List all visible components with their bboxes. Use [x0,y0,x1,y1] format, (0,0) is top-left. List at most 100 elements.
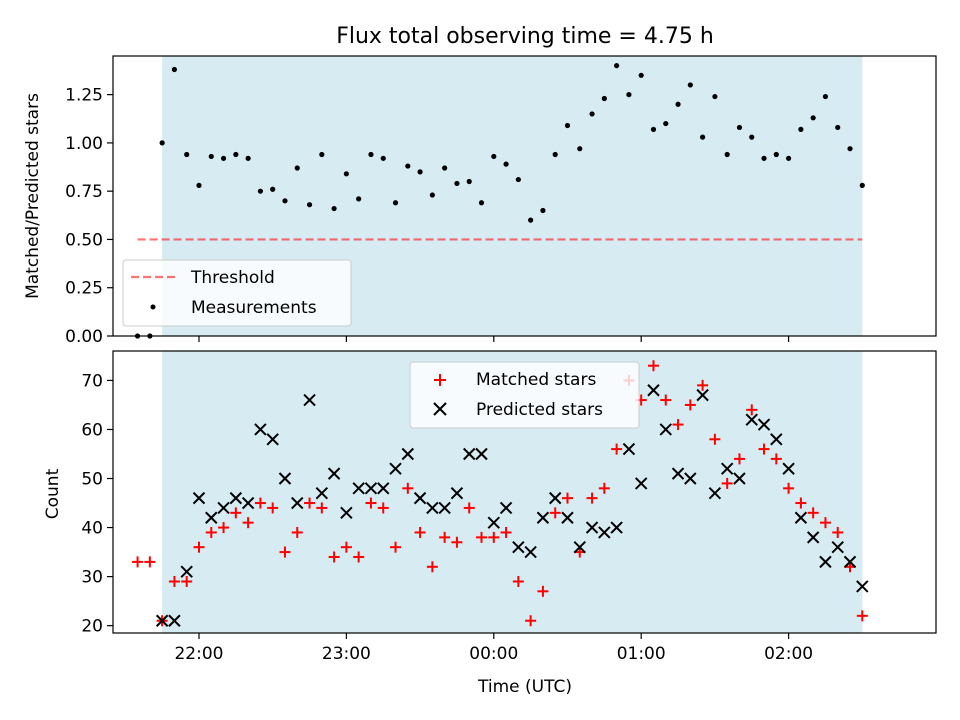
marker-stroke [696,388,709,402]
matched-star-marker [647,360,659,372]
marker-stroke [770,433,783,446]
marker-stroke [549,491,562,505]
matched-star-marker [181,576,193,588]
predicted-legend-swatch [433,402,447,416]
predicted-star-marker [782,462,795,475]
marker-stroke [291,496,304,510]
matched-star-marker [709,433,721,445]
predicted-star-marker [499,501,513,515]
matched-star-marker [488,531,500,543]
ratio-panel: 0.00 0.25 0.50 0.75 1.00 1.25 Matched/Predict… [23,55,937,347]
predicted-star-marker [413,491,427,505]
predicted-star-marker [377,482,390,495]
predicted-star-marker [524,545,537,559]
marker-stroke [389,462,402,475]
marker-stroke [438,501,451,515]
measurement-point [491,153,497,160]
predicted-legend-label: Predicted stars [476,400,603,420]
matched-star-marker [316,502,328,514]
measurement-point [503,161,509,167]
marker-stroke [278,472,292,485]
measurement-point [564,122,571,129]
predicted-star-marker [536,511,550,524]
measurement-point [257,188,264,194]
top-axes-frame [112,55,937,337]
matched-star-marker [132,556,144,568]
predicted-star-marker [364,482,378,495]
matched-star-marker [500,526,512,538]
predicted-star-marker [192,491,206,505]
measurement-point [220,155,227,161]
predicted-star-marker [757,418,771,431]
top-y-axis-label: Matched/Predicted stars [23,93,43,299]
measurement-point [368,151,374,158]
predicted-star-marker [745,413,758,426]
marker-stroke [598,526,611,539]
predicted-star-marker [684,472,697,485]
marker-stroke [327,467,341,480]
marker-stroke [757,418,771,431]
measurement-point [712,93,718,100]
top-legend: Threshold Measurements [122,259,352,327]
x-tick-label: 00:00 [469,644,518,664]
predicted-star-marker [303,393,316,407]
marker-stroke [733,472,746,485]
top-x-axis [198,336,790,342]
marker-stroke [315,487,329,500]
measurement-point [417,169,423,175]
predicted-star-marker [450,487,464,500]
matched-star-marker [144,556,156,568]
predicted-star-marker [856,580,869,593]
measurement-point [724,151,730,158]
measurement-points [134,63,865,339]
matched-star-marker [451,536,463,548]
predicted-star-marker [401,447,415,461]
predicted-star-marker [327,467,341,480]
measurement-point [171,66,178,73]
y-tick-label: 30 [81,568,103,588]
predicted-star-marker [671,467,685,480]
matched-star-marker [819,517,831,529]
predicted-star-marker [278,472,292,485]
matched-star-marker [586,492,598,504]
predicted-star-marker [352,482,365,495]
matched-star-marker [218,522,230,534]
predicted-star-marker [266,433,279,446]
predicted-star-marker [155,614,169,627]
measurement-point [454,180,460,187]
measurement-point [392,200,399,206]
measurement-point [687,82,693,88]
measurement-point [208,153,214,160]
measurement-point [798,126,804,132]
x-axis-label: Time (UTC) [477,677,572,697]
y-tick-label: 70 [81,371,103,391]
matched-star-marker [561,492,573,504]
marker-stroke [819,555,832,569]
matched-star-marker [230,507,242,519]
matched-star-marker [205,526,217,538]
predicted-star-marker [819,555,832,569]
matched-star-marker [193,541,205,553]
marker-stroke [303,393,316,407]
marker-stroke [671,467,685,480]
predicted-star-marker [168,614,181,627]
marker-stroke [352,482,365,495]
marker-stroke [610,521,623,534]
matched-star-marker [476,531,488,543]
predicted-star-marker [610,521,623,534]
matched-star-marker [807,507,819,519]
marker-stroke [831,540,844,554]
measurement-point [577,146,583,152]
matched-star-marker [242,517,254,529]
matched-legend-swatch [434,374,446,386]
matched-star-marker [758,443,770,455]
measurement-point [700,134,706,140]
measurement-point [601,95,607,102]
marker-stroke [377,482,390,495]
marker-stroke [524,545,537,559]
matched-star-marker [795,497,807,509]
measurement-point [306,202,313,208]
measurement-point [233,151,239,158]
measurement-point [515,176,521,183]
matched-star-marker [832,526,844,538]
